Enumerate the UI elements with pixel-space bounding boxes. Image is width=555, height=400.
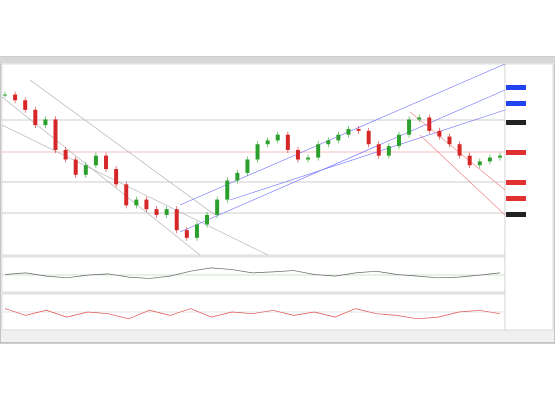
candle xyxy=(43,119,48,126)
trend-line xyxy=(229,109,506,201)
candle xyxy=(73,159,78,175)
price-tag xyxy=(506,196,526,201)
plots xyxy=(3,91,502,320)
candle xyxy=(154,209,159,215)
candle xyxy=(124,184,129,206)
candle xyxy=(134,199,139,206)
candle xyxy=(346,128,351,135)
title-bar xyxy=(0,57,555,63)
candle xyxy=(437,130,442,137)
candle xyxy=(245,159,250,173)
candle xyxy=(63,149,68,160)
indicator-panel xyxy=(1,256,506,293)
drawings xyxy=(1,63,506,313)
candle xyxy=(184,230,189,238)
candle xyxy=(53,119,58,150)
candle xyxy=(447,136,452,145)
candle xyxy=(164,209,169,215)
candle xyxy=(275,134,280,141)
candle xyxy=(336,134,341,141)
trend-line xyxy=(409,111,506,191)
candle xyxy=(427,117,432,131)
trend-line xyxy=(179,63,506,206)
candle xyxy=(205,214,210,225)
candle xyxy=(93,155,98,166)
candle xyxy=(83,165,88,175)
price-tag xyxy=(506,180,526,185)
candle xyxy=(265,140,270,145)
price-tag xyxy=(506,85,526,90)
trend-line xyxy=(29,79,216,216)
indicator-line xyxy=(4,308,501,320)
candle xyxy=(467,155,472,166)
candle xyxy=(13,94,18,101)
candle xyxy=(386,146,391,156)
candle xyxy=(285,134,290,150)
candle xyxy=(487,157,492,162)
candle xyxy=(316,144,321,158)
candle xyxy=(194,224,199,238)
candle xyxy=(326,140,331,145)
candle xyxy=(477,161,482,166)
candle xyxy=(144,199,149,210)
trend-line xyxy=(179,89,506,233)
candle xyxy=(366,130,371,145)
price-tag xyxy=(506,101,526,106)
axis-tags xyxy=(506,85,526,217)
trend-line xyxy=(1,124,269,256)
candle xyxy=(23,100,28,110)
candle xyxy=(33,109,38,126)
candle xyxy=(104,155,109,170)
candle xyxy=(3,94,7,96)
candle xyxy=(295,149,300,160)
candle xyxy=(225,180,230,200)
price-tag xyxy=(506,150,526,155)
indicator-line xyxy=(4,267,501,279)
candle xyxy=(417,117,422,120)
candle xyxy=(235,172,240,181)
candle xyxy=(396,134,401,147)
candle xyxy=(407,119,412,135)
candle xyxy=(376,144,381,156)
trend-line xyxy=(419,134,506,216)
candle xyxy=(114,169,119,185)
candle xyxy=(174,209,179,231)
candle xyxy=(498,155,502,158)
price-tag xyxy=(506,212,526,217)
price-panel xyxy=(1,63,506,256)
candle xyxy=(356,128,361,131)
candle xyxy=(255,144,260,160)
candle xyxy=(306,157,311,160)
candle xyxy=(215,199,220,215)
price-tag xyxy=(506,120,526,125)
candle xyxy=(457,144,462,156)
